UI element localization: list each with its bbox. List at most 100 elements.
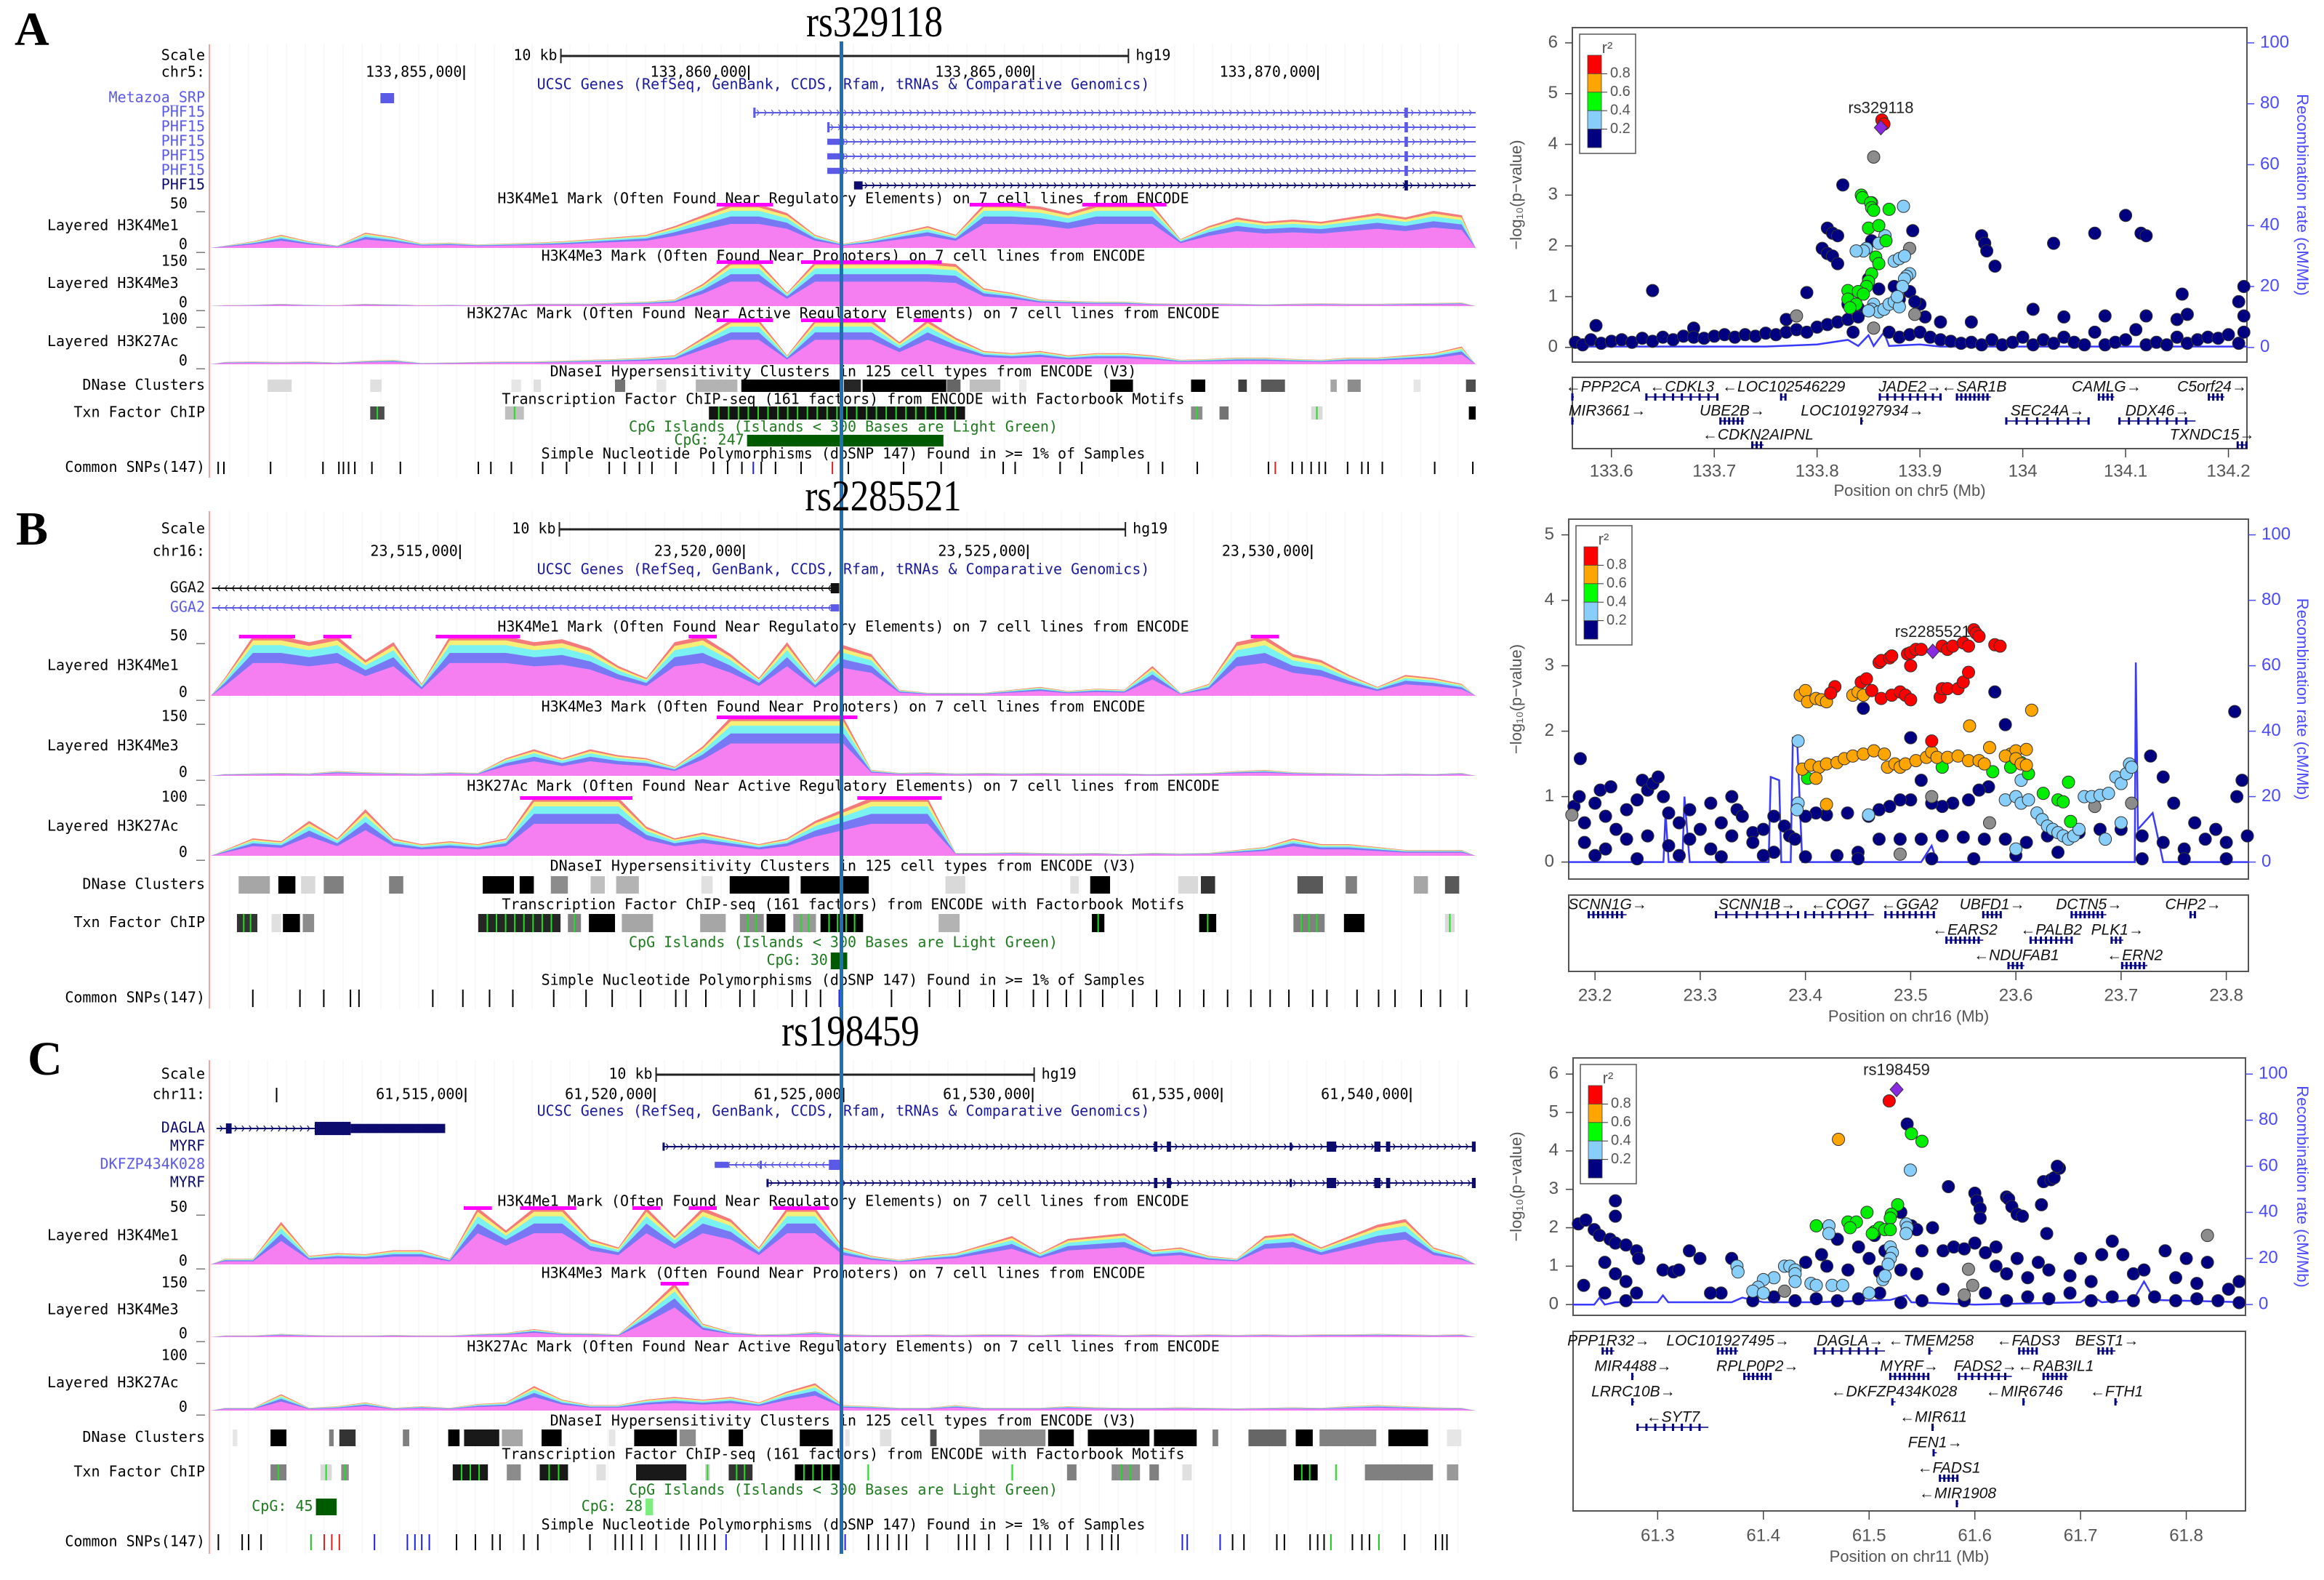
gene-exon: [1999, 911, 2002, 918]
dnase-cluster: [339, 1429, 356, 1446]
dnase-cluster: [696, 380, 738, 392]
snp-point: [1746, 835, 1760, 849]
gene-exon: [2027, 1347, 2030, 1355]
gene-exon: [1958, 1373, 1961, 1380]
snp-point: [1791, 734, 1805, 748]
legend-color-swatch: [1587, 110, 1602, 129]
y-tick-label: 4: [1545, 590, 1554, 609]
snp-point: [1906, 224, 1920, 238]
snp-point: [1881, 1257, 1895, 1271]
gene-exon: [1743, 1373, 1746, 1380]
snp-point: [1878, 1269, 1892, 1283]
signal-track-label: Layered H3K27Ac: [47, 1374, 179, 1391]
dnase-cluster: [701, 876, 713, 894]
snp-point: [2119, 333, 2133, 347]
x-tick-label: 133.9: [1898, 461, 1942, 481]
snp-point: [1982, 816, 1996, 830]
snp-point: [1867, 321, 1881, 335]
gene-exon: [1327, 1178, 1337, 1188]
snp-point: [1942, 1180, 1955, 1193]
gene-exon: [1884, 911, 1887, 918]
snp-point: [1620, 803, 1633, 817]
snp-point: [1798, 1256, 1812, 1270]
dnase-cluster: [403, 1429, 410, 1446]
chromosome-label: chr11:: [153, 1086, 205, 1103]
gene-exon: [1902, 911, 1905, 918]
snp-point: [1956, 830, 1970, 844]
gene-exon: [1889, 1373, 1891, 1380]
tf-track-label: Txn Factor ChIP: [73, 913, 205, 931]
gene-exon: [1745, 911, 1748, 918]
dnase-cluster: [270, 1429, 287, 1446]
saturation-bar: [885, 796, 914, 800]
snp-point: [1798, 683, 1812, 697]
snp-point: [1860, 1206, 1874, 1219]
snp-point: [2026, 302, 2040, 316]
y-tick-label: 3: [1545, 655, 1554, 675]
snp-point: [1672, 816, 1686, 830]
signal-track-min: 0 _: [179, 294, 206, 311]
gene-name-label: Metazoa_SRP: [109, 89, 205, 106]
snp-point: [1646, 284, 1660, 297]
y2-tick-label: 80: [2260, 93, 2280, 113]
signal-track-min: 0 _: [179, 1325, 206, 1342]
snp-point: [1619, 1294, 1633, 1307]
gene-exon: [1894, 393, 1897, 401]
snp-point: [1915, 1294, 1929, 1307]
signal-layer: [211, 824, 1476, 856]
signal-track-max: 50 _: [170, 1198, 206, 1216]
legend-tick-label: 0.6: [1610, 84, 1631, 100]
snp-point: [2098, 309, 2112, 323]
saturation-bar: [997, 203, 1026, 206]
x-tick-label: 61.4: [1746, 1525, 1780, 1545]
legend-tick-label: 0.8: [1611, 1096, 1631, 1112]
gene-exon: [1997, 1373, 2000, 1380]
gene-label: ←FADS3: [1997, 1333, 2060, 1350]
x-tick-label: 61.6: [1958, 1525, 1992, 1545]
gene-exon: [1804, 911, 1807, 918]
gene-exon: [1761, 1373, 1764, 1380]
signal-track-label: Layered H3K4Me1: [47, 1227, 179, 1244]
gene-exon: [1167, 1142, 1171, 1152]
snp-point: [1830, 257, 1844, 270]
gene-exon: [1903, 1373, 1906, 1380]
snp-title-c: rs198459: [781, 1007, 920, 1055]
snp-point: [1935, 829, 1949, 843]
snp-point: [2022, 793, 2035, 807]
legend-color-swatch: [1583, 601, 1599, 622]
dnase-cluster: [534, 380, 542, 392]
snp-point: [1989, 1240, 2003, 1254]
gene-exon: [1681, 1424, 1684, 1431]
gene-exon: [1719, 417, 1722, 425]
y-axis-label: −log₁₀(p−value): [1507, 644, 1525, 754]
signal-track-min: 0 _: [179, 843, 206, 861]
y-tick-label: 0: [1549, 1294, 1559, 1314]
snp-point: [1883, 1223, 1897, 1237]
gene-exon: [1654, 1424, 1657, 1431]
y2-tick-label: 60: [2259, 1155, 2278, 1175]
legend-color-swatch: [1588, 1104, 1603, 1123]
gene-label: DAGLA→: [1817, 1333, 1883, 1350]
saturation-bar: [801, 318, 829, 322]
legend-color-swatch: [1587, 73, 1602, 93]
y2-tick-label: 40: [2261, 721, 2281, 740]
saturation-bar: [913, 796, 942, 800]
gene-exon: [1620, 911, 1623, 918]
scale-text: 10 kb: [513, 47, 557, 64]
snp-point: [1683, 803, 1697, 817]
gene-exon: [2115, 937, 2118, 944]
y2-tick-label: 0: [2260, 337, 2269, 356]
snp-point: [1962, 793, 1975, 807]
gene-label: DCTN5→: [2056, 897, 2122, 913]
gene-exon: [1374, 1178, 1380, 1188]
x-tick-label: 61.7: [2064, 1525, 2098, 1545]
gene-exon: [1760, 441, 1763, 449]
tf-cluster: [1066, 1464, 1077, 1480]
dnase-cluster: [930, 1429, 937, 1446]
scale-label: Scale: [161, 1065, 205, 1083]
snp-point: [1846, 325, 1860, 339]
snp-point: [1857, 702, 1870, 715]
gene-exon: [1878, 393, 1881, 401]
gene-exon: [1756, 441, 1758, 449]
